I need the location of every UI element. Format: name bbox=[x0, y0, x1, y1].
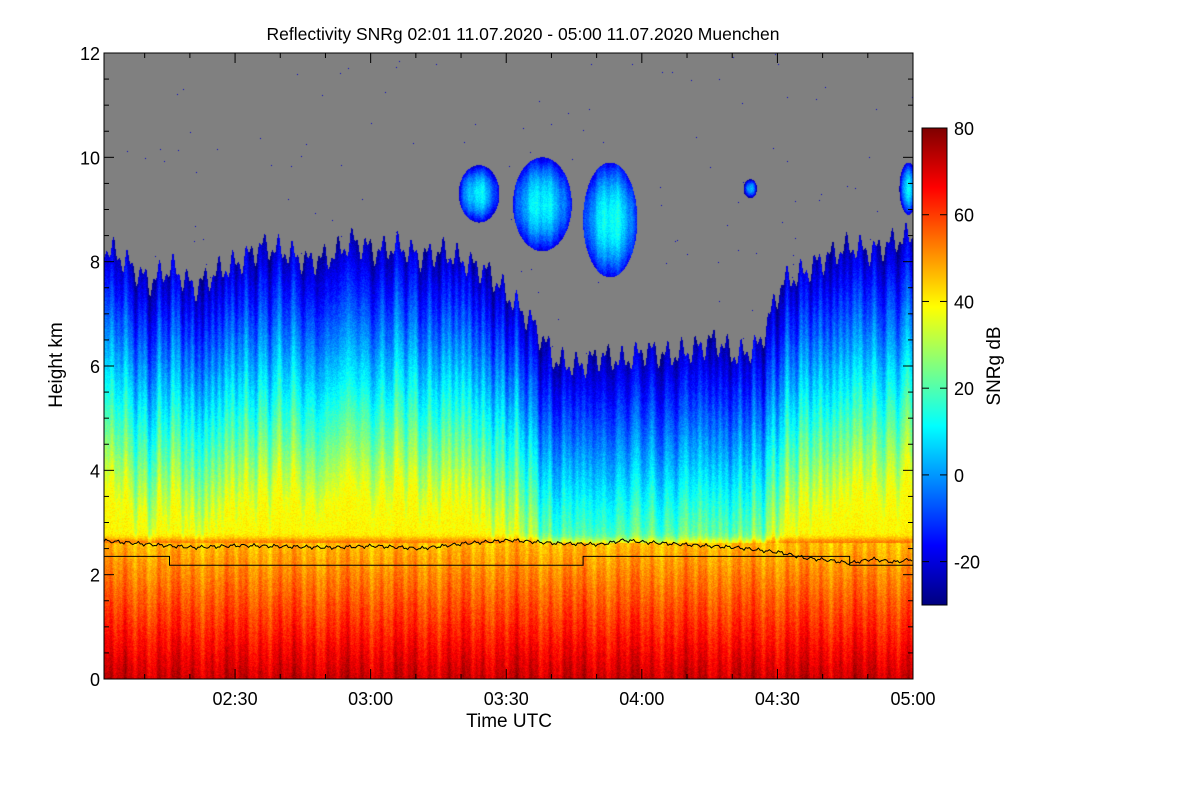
colorbar-tick-label: -20 bbox=[954, 553, 980, 573]
x-tick-label: 04:30 bbox=[755, 689, 800, 709]
colorbar-ticks: -20 0 20 40 60 80 bbox=[922, 119, 980, 573]
step-level-line bbox=[104, 555, 913, 566]
x-tick-label: 05:00 bbox=[890, 689, 935, 709]
x-tick-label: 03:00 bbox=[348, 689, 393, 709]
y-tick-label: 10 bbox=[80, 148, 100, 168]
colorbar: -20 0 20 40 60 80 SNRg dB bbox=[921, 119, 1005, 606]
colorbar-tick-label: 20 bbox=[954, 379, 974, 399]
y-tick-label: 4 bbox=[90, 461, 100, 481]
y-axis: 0 2 4 6 8 10 12 bbox=[80, 44, 913, 690]
x-tick-label: 04:00 bbox=[619, 689, 664, 709]
y-tick-label: 0 bbox=[90, 670, 100, 690]
profile-level-line bbox=[104, 538, 913, 566]
x-axis: 02:30 03:00 03:30 04:00 04:30 05:00 bbox=[144, 53, 936, 709]
y-axis-label: Height km bbox=[46, 322, 67, 408]
y-tick-label: 8 bbox=[90, 253, 100, 273]
colorbar-tick-label: 60 bbox=[954, 206, 974, 226]
colorbar-tick-label: 80 bbox=[954, 119, 974, 139]
x-axis-label: Time UTC bbox=[466, 711, 552, 732]
x-tick-label: 03:30 bbox=[484, 689, 529, 709]
colorbar-tick-label: 0 bbox=[954, 466, 964, 486]
reflectivity-heatmap bbox=[104, 53, 913, 679]
y-tick-label: 2 bbox=[90, 566, 100, 586]
y-tick-label: 12 bbox=[80, 44, 100, 64]
colorbar-tick-label: 40 bbox=[954, 292, 974, 312]
colorbar-scale bbox=[921, 127, 948, 606]
chart-title: Reflectivity SNRg 02:01 11.07.2020 - 05:… bbox=[266, 24, 779, 44]
x-tick-label: 02:30 bbox=[213, 689, 258, 709]
plot-area bbox=[103, 52, 914, 680]
y-tick-label: 6 bbox=[90, 357, 100, 377]
colorbar-label: SNRg dB bbox=[984, 326, 1005, 405]
